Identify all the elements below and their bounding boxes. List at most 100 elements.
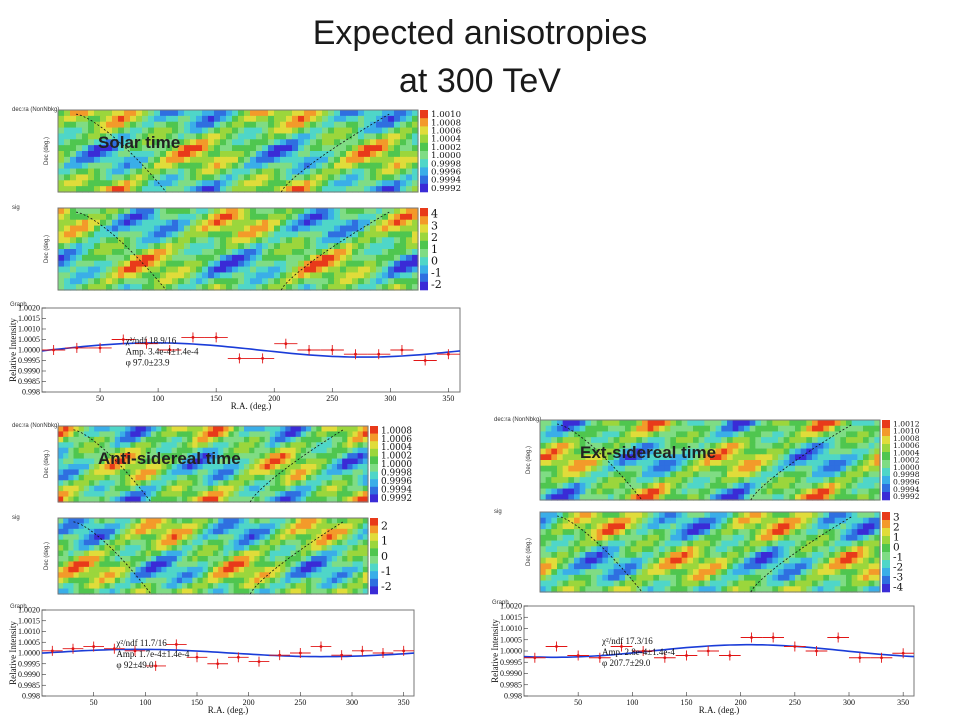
map-cell [104,426,111,433]
map-cell [874,454,881,461]
map-cell [94,447,100,454]
x-tick-label: 300 [384,394,396,403]
map-cell [800,431,807,438]
map-cell [868,546,875,553]
map-cell [874,437,881,444]
map-cell [732,454,739,461]
map-cell [326,572,333,579]
map-cell [352,550,359,557]
map-cell [340,260,347,268]
map-cell [347,534,354,541]
map-cell [233,431,240,438]
map-cell [613,523,620,530]
color-scale-label: -1 [431,266,442,279]
map-cell [135,561,142,568]
map-cell [187,458,193,465]
map-cell [244,231,251,238]
map-cell [596,431,603,438]
map-cell [104,453,111,460]
map-cell [83,458,90,465]
map-cell [120,442,126,449]
map-cell [274,272,281,279]
map-cell [112,127,119,135]
map-cell [88,110,95,117]
map-cell [362,588,369,595]
map-cell [321,588,328,595]
map-cell [213,556,219,563]
map-cell [249,480,255,487]
map-cell [106,156,113,164]
map-cell [268,219,275,227]
map-cell [280,577,286,584]
map-cell [226,145,233,152]
map-cell [352,110,359,117]
map-cell [322,243,329,250]
map-cell [196,151,203,158]
map-cell [376,151,383,158]
map-cell [352,168,359,176]
map-cell [579,460,586,467]
map-cell [653,454,660,461]
map-cell [130,458,137,465]
map-cell [136,284,143,291]
map-cell [406,145,413,152]
map-cell [250,127,257,135]
color-scale-label: 1.0010 [431,110,461,120]
map-cell [130,213,137,221]
map-cell [340,139,347,146]
map-cell [172,186,179,193]
map-cell [223,458,230,465]
map-cell [642,488,649,495]
map-cell [244,133,251,140]
map-cell [557,523,564,530]
map-cell [73,458,80,465]
map-cell [226,249,233,256]
map-cell [817,488,824,495]
map-cell [388,145,395,152]
map-cell [275,588,281,595]
data-point [320,345,344,355]
map-cell [304,225,311,233]
map-cell [653,546,660,553]
map-cell [545,529,552,536]
map-cell [591,488,598,495]
map-cell [376,219,383,227]
map-cell [316,458,323,465]
color-scale-label: 0.9998 [893,470,920,479]
map-cell [636,488,643,495]
map-cell [136,266,143,274]
map-cell [290,539,297,546]
map-cell [254,577,261,584]
map-cell [659,546,666,553]
map-cell [264,528,271,535]
map-cell [249,491,255,498]
map-cell [364,260,371,268]
map-cell [166,426,173,433]
map-cell [851,454,858,461]
map-cell [130,186,137,193]
map-cell [653,494,660,501]
map-cell [874,425,881,433]
map-cell [171,469,178,476]
map-cell [124,133,131,140]
map-cell [800,425,807,433]
map-cell [262,249,269,256]
map-cell [715,482,722,490]
map-cell [647,488,654,495]
map-cell [295,588,302,595]
map-cell [259,453,266,460]
map-cells [58,208,419,291]
map-cell [161,447,168,454]
map-cell [545,482,552,490]
map-cell [223,545,230,552]
map-cell [352,464,359,471]
map-cell [182,561,188,568]
map-cell [100,127,107,135]
map-cell [744,512,751,519]
map-cell [94,583,100,590]
map-cell [316,474,323,481]
map-cell [112,145,119,152]
map-curve-left [556,423,643,501]
map-cell [106,260,113,268]
map-cell [370,156,377,164]
